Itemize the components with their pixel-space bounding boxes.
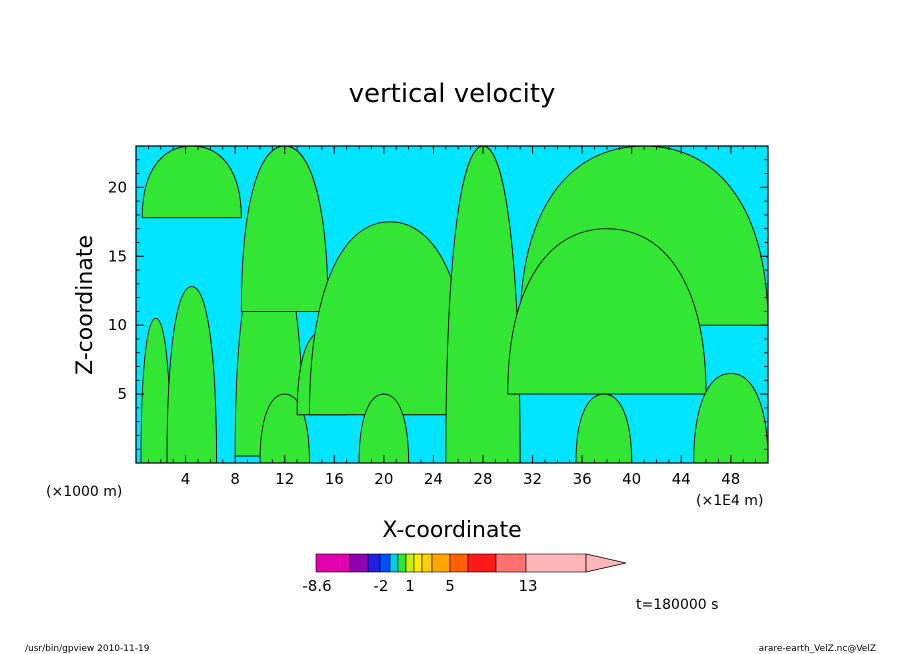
colorbar-swatch — [389, 553, 399, 573]
colorbar-label: 5 — [445, 577, 455, 595]
x-tick-label: 4 — [181, 470, 191, 488]
x-tick-label: 28 — [473, 470, 492, 488]
region-low-36km — [575, 393, 633, 463]
y-tick-label: 20 — [108, 178, 127, 196]
colorbar-label: 1 — [405, 577, 415, 595]
x-tick-label: 8 — [230, 470, 240, 488]
footer-right: arare-earth_VelZ.nc@VelZ — [759, 644, 876, 654]
x-tick-label: 12 — [275, 470, 294, 488]
colorbar-swatch — [367, 553, 381, 573]
colorbar-swatch — [421, 553, 433, 573]
x-tick-label: 24 — [424, 470, 443, 488]
chart-title: vertical velocity — [349, 79, 556, 109]
y-tick-label: 5 — [117, 385, 127, 403]
colorbar-swatch — [413, 553, 423, 573]
colorbar-swatch — [431, 553, 451, 573]
x-tick-label: 20 — [374, 470, 393, 488]
region-right-edge — [693, 372, 768, 463]
colorbar-swatch — [467, 553, 497, 573]
x-tick-label: 48 — [721, 470, 740, 488]
y-axis-label: Z-coordinate — [73, 235, 98, 375]
x-axis: 4 8 12 16 20 24 28 32 36 40 44 48 — [147, 146, 757, 488]
y-tick-label: 10 — [108, 316, 127, 334]
colorbar-swatch — [495, 553, 527, 573]
colorbar-swatch — [379, 553, 391, 573]
colorbar-swatch — [315, 553, 351, 573]
colorbar-label: -8.6 — [302, 577, 331, 595]
x-unit-right: (×1E4 m) — [696, 493, 763, 509]
region-updraft-4km — [166, 286, 217, 463]
colorbar-swatch — [397, 553, 407, 573]
y-tick-label: 15 — [108, 247, 127, 265]
y-axis: 5 10 15 20 — [108, 159, 768, 450]
x-tick-label: 36 — [573, 470, 592, 488]
region-arch-right — [507, 228, 707, 395]
x-tick-label: 40 — [622, 470, 641, 488]
colorbar-label: 13 — [518, 577, 537, 595]
x-axis-label: X-coordinate — [382, 518, 521, 543]
colorbar-swatch — [525, 553, 587, 573]
colorbar-label: -2 — [374, 577, 389, 595]
region-low-20km — [358, 393, 410, 463]
colorbar-arrow — [585, 553, 627, 573]
x-tick-label: 44 — [672, 470, 691, 488]
colorbar-swatch — [405, 553, 415, 573]
colorbar — [315, 553, 627, 573]
colorbar-labels: -8.6 -2 1 5 13 — [302, 577, 537, 595]
x-tick-label: 16 — [325, 470, 344, 488]
footer-left: /usr/bin/gpview 2010-11-19 — [25, 644, 150, 654]
x-unit-left: (×1000 m) — [46, 484, 122, 500]
positive-velocity-regions — [140, 146, 768, 463]
colorbar-swatch — [349, 553, 369, 573]
plot-frame — [135, 145, 769, 464]
plot-area — [136, 146, 768, 463]
colorbar-swatch — [449, 553, 469, 573]
x-tick-label: 32 — [523, 470, 542, 488]
time-label: t=180000 s — [636, 597, 718, 613]
